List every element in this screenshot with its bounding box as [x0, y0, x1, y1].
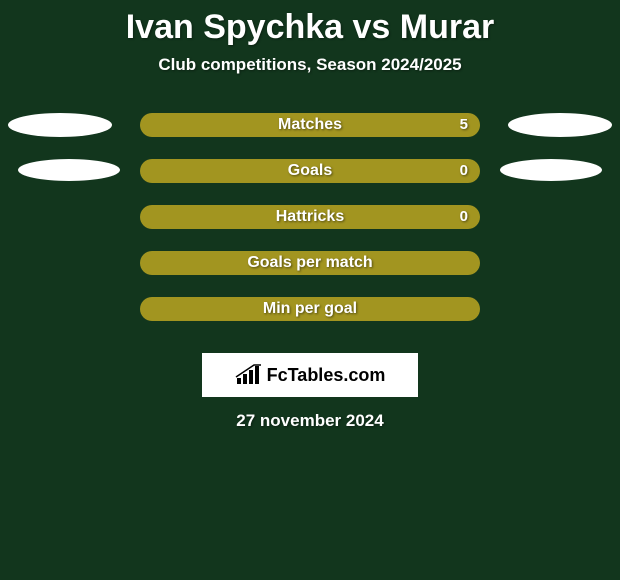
logo-text: FcTables.com — [267, 365, 386, 386]
marker-ellipse-left — [18, 159, 120, 181]
stat-value: 0 — [140, 205, 468, 229]
stat-row-min-per-goal: Min per goal — [0, 297, 620, 343]
stat-row-goals: Goals 0 — [0, 159, 620, 205]
page-title: Ivan Spychka vs Murar — [0, 0, 620, 47]
page-subtitle: Club competitions, Season 2024/2025 — [0, 55, 620, 75]
marker-ellipse-right — [500, 159, 602, 181]
date-label: 27 november 2024 — [0, 411, 620, 431]
stat-value: 0 — [140, 159, 468, 183]
stat-value — [140, 297, 468, 321]
marker-ellipse-left — [8, 113, 112, 137]
marker-ellipse-right — [508, 113, 612, 137]
stat-row-hattricks: Hattricks 0 — [0, 205, 620, 251]
stat-rows: Matches 5 Goals 0 Hattricks 0 Goals per … — [0, 113, 620, 343]
stat-value — [140, 251, 468, 275]
stat-value: 5 — [140, 113, 468, 137]
stat-row-matches: Matches 5 — [0, 113, 620, 159]
stat-row-goals-per-match: Goals per match — [0, 251, 620, 297]
fctables-logo: FcTables.com — [202, 353, 418, 397]
bar-chart-icon — [235, 364, 263, 386]
